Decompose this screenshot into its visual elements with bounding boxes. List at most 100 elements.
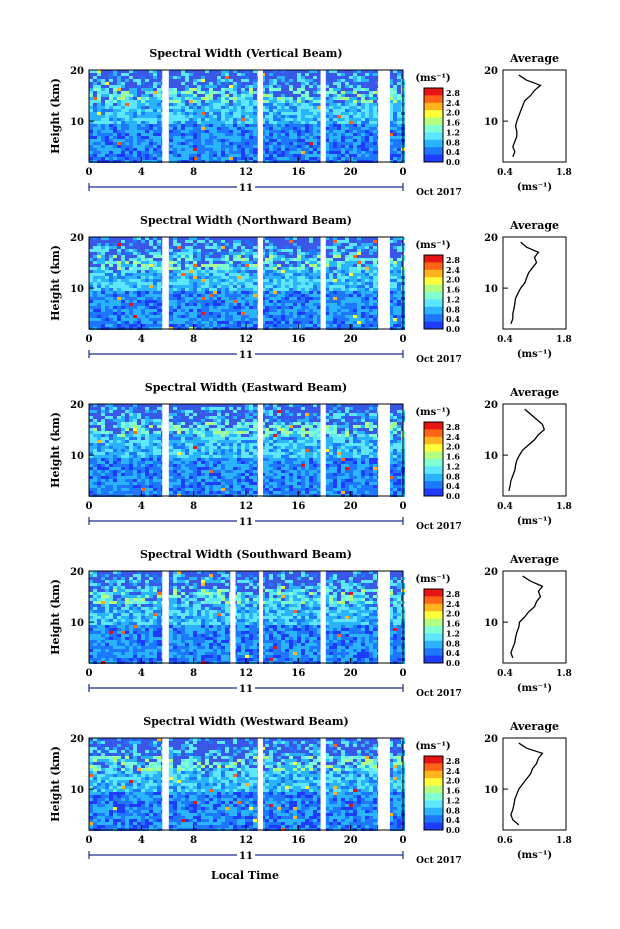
heatmap-cell bbox=[397, 124, 401, 127]
heatmap-cell bbox=[393, 276, 397, 279]
heatmap-cell bbox=[193, 106, 197, 109]
heatmap-cell bbox=[169, 276, 173, 279]
heatmap-cell bbox=[133, 136, 137, 139]
heatmap-cell bbox=[369, 142, 373, 145]
heatmap-cell bbox=[101, 446, 105, 449]
heatmap-cell bbox=[193, 243, 197, 246]
colorbar-segment bbox=[424, 269, 443, 278]
heatmap-cell bbox=[157, 467, 161, 470]
heatmap-cell bbox=[173, 282, 177, 285]
heatmap-cell bbox=[225, 243, 229, 246]
heatmap-cell bbox=[169, 449, 173, 452]
heatmap-cell bbox=[109, 94, 113, 97]
heatmap-cell bbox=[345, 157, 349, 160]
heatmap-cell bbox=[249, 324, 253, 327]
heatmap-cell bbox=[201, 97, 205, 100]
heatmap-cell bbox=[397, 309, 401, 312]
heatmap-cell bbox=[397, 82, 401, 85]
heatmap-cell bbox=[153, 294, 157, 297]
heatmap-cell bbox=[105, 479, 109, 482]
heatmap-cell bbox=[393, 321, 397, 324]
heatmap-cell bbox=[193, 285, 197, 288]
colorbar-segment bbox=[424, 88, 443, 96]
heatmap-cell bbox=[141, 285, 145, 288]
heatmap-cell bbox=[341, 127, 345, 130]
heatmap-cell bbox=[225, 282, 229, 285]
heatmap-cell bbox=[269, 294, 273, 297]
heatmap-cell bbox=[349, 154, 353, 157]
data-gap bbox=[378, 236, 390, 330]
heatmap-cell bbox=[329, 291, 333, 294]
heatmap-cell bbox=[181, 440, 185, 443]
heatmap-cell bbox=[389, 109, 393, 112]
heatmap-cell bbox=[309, 133, 313, 136]
heatmap-cell bbox=[277, 130, 281, 133]
heatmap-cell bbox=[229, 97, 233, 100]
heatmap-cell bbox=[317, 106, 321, 109]
heatmap-cell bbox=[349, 291, 353, 294]
heatmap-cell bbox=[137, 237, 141, 240]
heatmap-cell bbox=[101, 136, 105, 139]
heatmap-cell bbox=[253, 282, 257, 285]
heatmap-cell bbox=[133, 279, 137, 282]
heatmap-cell bbox=[365, 145, 369, 148]
heatmap-cell bbox=[265, 270, 269, 273]
heatmap-cell bbox=[345, 285, 349, 288]
heatmap-cell bbox=[149, 106, 153, 109]
heatmap-cell bbox=[393, 288, 397, 291]
heatmap-cell bbox=[309, 252, 313, 255]
heatmap-cell bbox=[269, 88, 273, 91]
heatmap-cell bbox=[285, 276, 289, 279]
heatmap-cell bbox=[365, 318, 369, 321]
heatmap-cell bbox=[317, 306, 321, 309]
heatmap-cell bbox=[141, 300, 145, 303]
heatmap-cell bbox=[149, 321, 153, 324]
heatmap-cell bbox=[157, 297, 161, 300]
heatmap-cell bbox=[181, 479, 185, 482]
heatmap-cell bbox=[213, 142, 217, 145]
heatmap-cell bbox=[233, 303, 237, 306]
heatmap-cell bbox=[121, 416, 125, 419]
heatmap-cell bbox=[169, 279, 173, 282]
heatmap-cell bbox=[181, 294, 185, 297]
colorbar-tick-label: 1.2 bbox=[446, 294, 460, 304]
heatmap-cell bbox=[193, 470, 197, 473]
heatmap-cell bbox=[189, 246, 193, 249]
heatmap-cell bbox=[249, 264, 253, 267]
heatmap-cell bbox=[109, 148, 113, 151]
heatmap-cell bbox=[149, 145, 153, 148]
heatmap-cell bbox=[153, 76, 157, 79]
heatmap-cell bbox=[361, 276, 365, 279]
heatmap-cell bbox=[233, 267, 237, 270]
heatmap-cell bbox=[221, 324, 225, 327]
heatmap-cell bbox=[189, 488, 193, 491]
heatmap-cell bbox=[173, 473, 177, 476]
heatmap-cell bbox=[349, 118, 353, 121]
heatmap-cell bbox=[113, 276, 117, 279]
heatmap-cell bbox=[89, 112, 93, 115]
heatmap-cell bbox=[141, 482, 145, 485]
heatmap-cell bbox=[149, 121, 153, 124]
day-label-background bbox=[237, 348, 255, 359]
heatmap-cell bbox=[97, 130, 101, 133]
heatmap-cell bbox=[229, 303, 233, 306]
heatmap-cell bbox=[349, 109, 353, 112]
heatmap-cell bbox=[145, 282, 149, 285]
heatmap-cell bbox=[281, 139, 285, 142]
heatmap-cell bbox=[93, 85, 97, 88]
heatmap-cell bbox=[273, 312, 277, 315]
heatmap-cell bbox=[273, 285, 277, 288]
heatmap-cell bbox=[225, 267, 229, 270]
heatmap-cell bbox=[285, 154, 289, 157]
heatmap-cell bbox=[125, 79, 129, 82]
heatmap-cell bbox=[117, 288, 121, 291]
heatmap-cell bbox=[325, 279, 329, 282]
y-axis-label: Height (km) bbox=[49, 245, 62, 321]
heatmap-cell bbox=[225, 252, 229, 255]
heatmap-cell bbox=[149, 252, 153, 255]
heatmap-cell bbox=[93, 148, 97, 151]
heatmap-cell bbox=[357, 276, 361, 279]
heatmap-cell bbox=[177, 288, 181, 291]
heatmap-cell bbox=[89, 476, 93, 479]
heatmap-cell bbox=[317, 112, 321, 115]
